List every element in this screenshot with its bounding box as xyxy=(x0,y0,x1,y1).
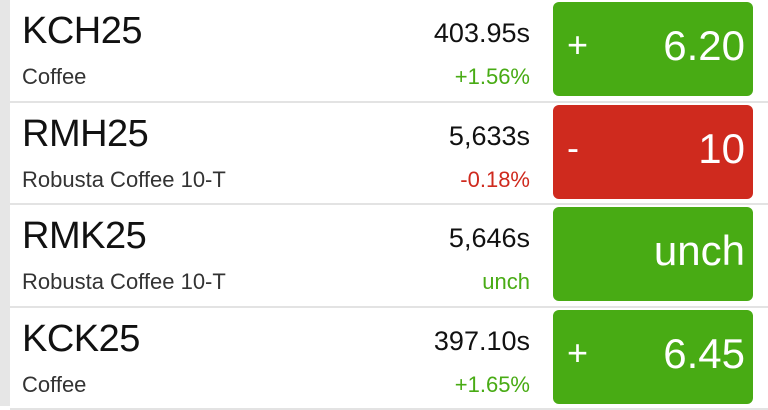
percent-change: -0.18% xyxy=(460,167,530,193)
quote-row[interactable]: KCK25 Coffee 397.10s +1.65% +6.45 xyxy=(10,308,768,410)
quote-row[interactable]: RMH25 Robusta Coffee 10-T 5,633s -0.18% … xyxy=(10,103,768,206)
change-sign: - xyxy=(567,127,579,169)
symbol: KCH25 xyxy=(22,10,142,53)
instrument-name: Robusta Coffee 10-T xyxy=(22,167,226,193)
percent-change: +1.65% xyxy=(455,372,530,398)
symbol: KCK25 xyxy=(22,318,140,361)
last-price: 403.95s xyxy=(434,18,530,49)
percent-change: unch xyxy=(482,269,530,295)
symbol: RMK25 xyxy=(22,215,146,258)
symbol: RMH25 xyxy=(22,113,148,156)
net-change-button[interactable]: unch xyxy=(553,207,753,301)
quote-row[interactable]: RMK25 Robusta Coffee 10-T 5,646s unch un… xyxy=(10,205,768,308)
percent-change: +1.56% xyxy=(455,64,530,90)
net-change-value: 6.45 xyxy=(663,330,745,378)
net-change-button[interactable]: - 10 xyxy=(553,105,753,199)
left-edge-strip xyxy=(0,0,10,406)
last-price: 5,633s xyxy=(449,121,530,152)
net-change-value: unch xyxy=(654,227,745,275)
change-sign: + xyxy=(567,332,588,374)
quote-list: KCH25 Coffee 403.95s +1.56% +6.20 RMH25 … xyxy=(10,0,768,410)
last-price: 397.10s xyxy=(434,326,530,357)
instrument-name: Coffee xyxy=(22,372,86,398)
net-change-button[interactable]: +6.45 xyxy=(553,310,753,404)
net-change-value: 10 xyxy=(698,125,745,173)
net-change-button[interactable]: +6.20 xyxy=(553,2,753,96)
last-price: 5,646s xyxy=(449,223,530,254)
change-sign: + xyxy=(567,24,588,66)
net-change-value: 6.20 xyxy=(663,22,745,70)
instrument-name: Robusta Coffee 10-T xyxy=(22,269,226,295)
instrument-name: Coffee xyxy=(22,64,86,90)
quote-row[interactable]: KCH25 Coffee 403.95s +1.56% +6.20 xyxy=(10,0,768,103)
